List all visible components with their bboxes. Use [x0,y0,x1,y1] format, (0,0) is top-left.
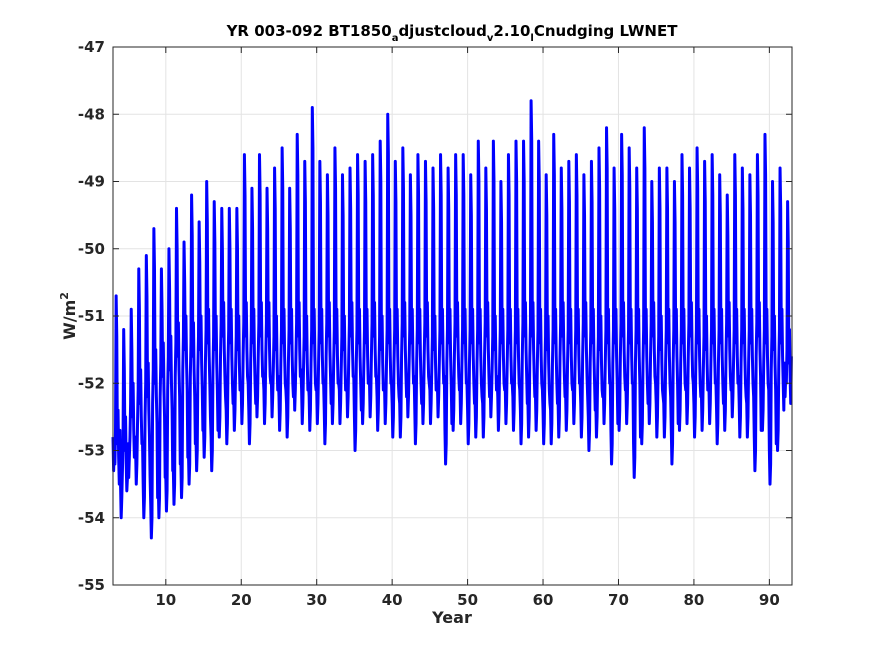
y-tick-label: -54 [78,509,105,527]
y-tick-label: -52 [78,374,105,392]
axis-ticks: 10 20 30 40 50 60 70 80 90 -55 -54 -53 -52 -51 -50 -49 -… [78,38,792,609]
y-tick-label: -50 [78,240,105,258]
series-lines [111,99,793,540]
y-axis-label: W/m2 [58,292,79,340]
y-tick-label: -55 [78,576,105,594]
y-tick-label: -49 [78,173,105,191]
chart-title: YR 003-092 BT1850adjustcloudv2.10lCnudgi… [226,22,679,44]
y-tick-label: -47 [78,38,105,56]
series-line [111,99,793,540]
x-axis-label: Year [431,608,472,627]
x-tick-label: 70 [608,591,629,609]
x-tick-label: 50 [457,591,478,609]
x-tick-label: 10 [155,591,176,609]
x-tick-label: 90 [759,591,780,609]
x-tick-label: 80 [683,591,704,609]
y-tick-label: -53 [78,442,105,460]
x-tick-label: 60 [533,591,554,609]
x-tick-label: 20 [231,591,252,609]
y-tick-label: -51 [78,307,105,325]
y-tick-label: -48 [78,105,105,123]
x-tick-label: 40 [382,591,403,609]
x-tick-label: 30 [306,591,327,609]
